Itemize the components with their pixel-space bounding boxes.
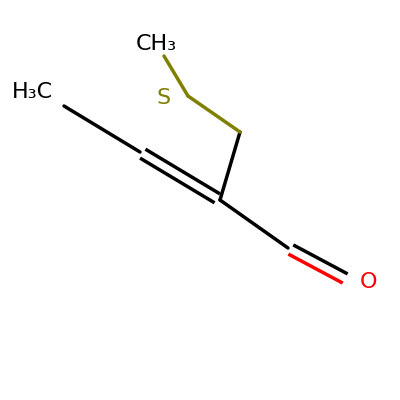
Text: CH₃: CH₃ xyxy=(136,34,176,54)
Text: S: S xyxy=(157,88,171,108)
Text: O: O xyxy=(360,272,378,292)
Text: H₃C: H₃C xyxy=(12,82,53,102)
